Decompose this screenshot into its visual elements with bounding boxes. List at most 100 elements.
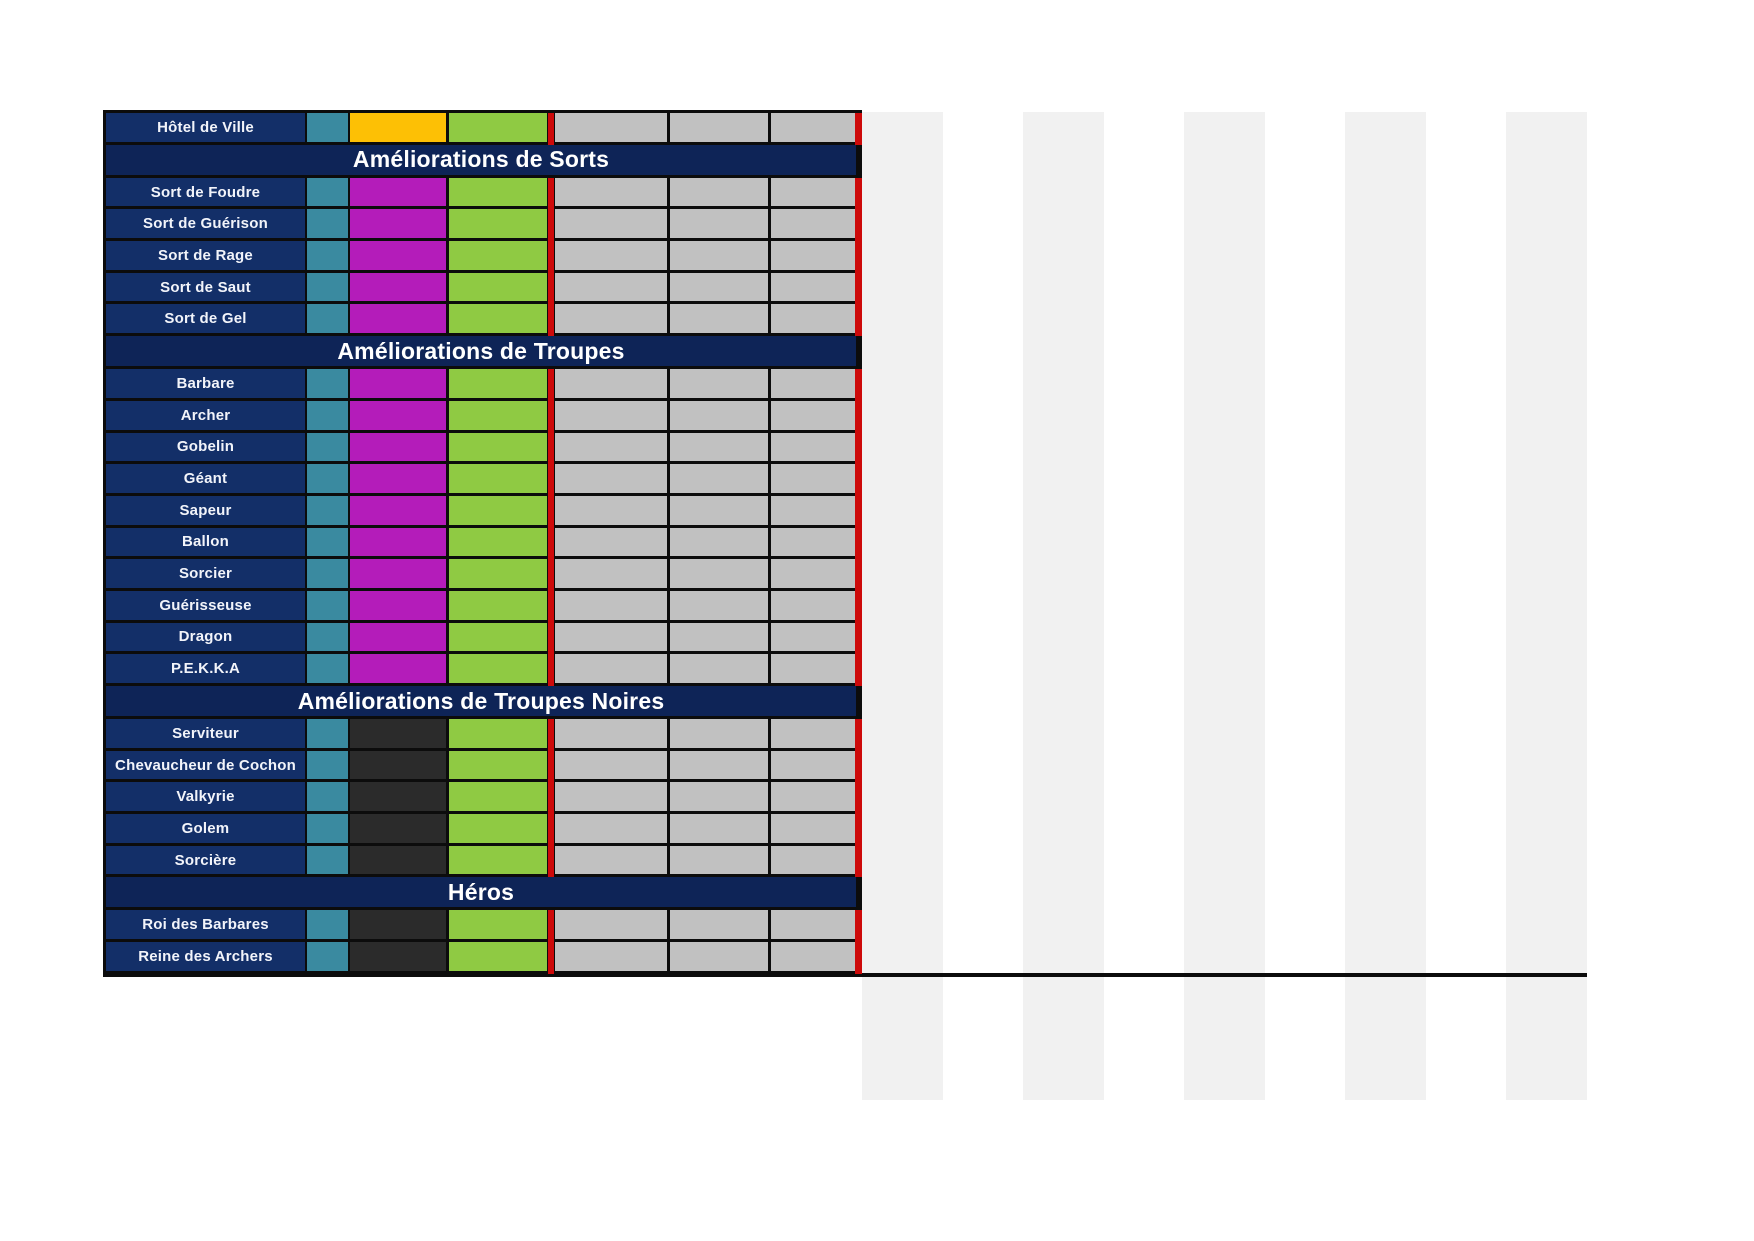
status-cell-gray[interactable] — [771, 910, 855, 940]
status-cell-green[interactable] — [449, 814, 547, 843]
status-cell-magenta[interactable] — [350, 590, 446, 620]
status-cell-teal[interactable] — [307, 622, 348, 652]
status-cell-magenta[interactable] — [350, 209, 446, 239]
status-cell-gray[interactable] — [670, 942, 768, 971]
status-cell-magenta[interactable] — [350, 464, 446, 493]
status-cell-gray[interactable] — [555, 527, 667, 557]
status-cell-gray[interactable] — [771, 209, 855, 239]
status-cell-gray[interactable] — [555, 845, 667, 875]
section-header[interactable]: Améliorations de Troupes Noires — [106, 686, 859, 716]
status-cell-gray[interactable] — [670, 113, 768, 142]
status-cell-gray[interactable] — [670, 177, 768, 207]
status-cell-gray[interactable] — [771, 527, 855, 557]
status-cell-magenta[interactable] — [350, 272, 446, 302]
status-cell-teal[interactable] — [307, 177, 348, 207]
status-cell-gray[interactable] — [771, 750, 855, 780]
status-cell-gray[interactable] — [771, 113, 855, 142]
status-cell-dark[interactable] — [350, 719, 446, 748]
status-cell-gray[interactable] — [771, 177, 855, 207]
row-label-cell[interactable]: Roi des Barbares — [106, 910, 305, 940]
status-cell-green[interactable] — [449, 304, 547, 334]
status-cell-gray[interactable] — [555, 432, 667, 462]
status-cell-gray[interactable] — [670, 782, 768, 812]
status-cell-teal[interactable] — [307, 432, 348, 462]
status-cell-gray[interactable] — [670, 750, 768, 780]
status-cell-gray[interactable] — [771, 654, 855, 683]
status-cell-magenta[interactable] — [350, 527, 446, 557]
status-cell-teal[interactable] — [307, 495, 348, 525]
status-cell-dark[interactable] — [350, 782, 446, 812]
status-cell-teal[interactable] — [307, 209, 348, 239]
status-cell-green[interactable] — [449, 719, 547, 748]
status-cell-green[interactable] — [449, 241, 547, 270]
status-cell-gray[interactable] — [555, 177, 667, 207]
row-label-cell[interactable]: Sorcière — [106, 845, 305, 875]
status-cell-dark[interactable] — [350, 910, 446, 940]
row-label-cell[interactable]: Valkyrie — [106, 782, 305, 812]
status-cell-gray[interactable] — [670, 590, 768, 620]
row-label-cell[interactable]: Serviteur — [106, 719, 305, 748]
status-cell-gray[interactable] — [670, 719, 768, 748]
status-cell-gray[interactable] — [670, 432, 768, 462]
status-cell-gray[interactable] — [555, 369, 667, 398]
status-cell-gray[interactable] — [670, 622, 768, 652]
status-cell-teal[interactable] — [307, 304, 348, 334]
status-cell-magenta[interactable] — [350, 241, 446, 270]
status-cell-gray[interactable] — [771, 942, 855, 971]
status-cell-green[interactable] — [449, 654, 547, 683]
status-cell-teal[interactable] — [307, 719, 348, 748]
status-cell-green[interactable] — [449, 622, 547, 652]
status-cell-teal[interactable] — [307, 464, 348, 493]
row-label-cell[interactable]: Sort de Guérison — [106, 209, 305, 239]
section-header[interactable]: Améliorations de Sorts — [106, 144, 859, 175]
status-cell-dark[interactable] — [350, 845, 446, 875]
status-cell-gray[interactable] — [670, 527, 768, 557]
status-cell-green[interactable] — [449, 495, 547, 525]
row-label-cell[interactable]: Golem — [106, 814, 305, 843]
row-label-cell[interactable]: Guérisseuse — [106, 590, 305, 620]
row-label-cell[interactable]: Ballon — [106, 527, 305, 557]
status-cell-teal[interactable] — [307, 814, 348, 843]
status-cell-gray[interactable] — [670, 814, 768, 843]
row-label-cell[interactable]: Sapeur — [106, 495, 305, 525]
status-cell-gray[interactable] — [771, 495, 855, 525]
row-label-cell[interactable]: Géant — [106, 464, 305, 493]
status-cell-gray[interactable] — [771, 782, 855, 812]
status-cell-gray[interactable] — [555, 942, 667, 971]
status-cell-gray[interactable] — [670, 400, 768, 430]
status-cell-green[interactable] — [449, 590, 547, 620]
status-cell-magenta[interactable] — [350, 432, 446, 462]
status-cell-dark[interactable] — [350, 750, 446, 780]
status-cell-gray[interactable] — [771, 719, 855, 748]
status-cell-teal[interactable] — [307, 654, 348, 683]
status-cell-green[interactable] — [449, 209, 547, 239]
status-cell-gray[interactable] — [555, 495, 667, 525]
status-cell-dark[interactable] — [350, 814, 446, 843]
row-label-cell[interactable]: Barbare — [106, 369, 305, 398]
section-header[interactable]: Héros — [106, 877, 859, 908]
status-cell-gray[interactable] — [555, 464, 667, 493]
status-cell-gray[interactable] — [670, 272, 768, 302]
row-label-cell[interactable]: Reine des Archers — [106, 942, 305, 971]
status-cell-green[interactable] — [449, 464, 547, 493]
row-label-cell[interactable]: Sort de Gel — [106, 304, 305, 334]
status-cell-gray[interactable] — [771, 814, 855, 843]
status-cell-magenta[interactable] — [350, 495, 446, 525]
status-cell-teal[interactable] — [307, 241, 348, 270]
status-cell-gray[interactable] — [670, 369, 768, 398]
row-label-cell[interactable]: Hôtel de Ville — [106, 113, 305, 142]
status-cell-teal[interactable] — [307, 527, 348, 557]
status-cell-green[interactable] — [449, 400, 547, 430]
status-cell-gray[interactable] — [771, 559, 855, 588]
row-label-cell[interactable]: Gobelin — [106, 432, 305, 462]
status-cell-gray[interactable] — [555, 304, 667, 334]
status-cell-gray[interactable] — [771, 622, 855, 652]
status-cell-gray[interactable] — [771, 432, 855, 462]
status-cell-gray[interactable] — [555, 559, 667, 588]
status-cell-orange[interactable] — [350, 113, 446, 142]
row-label-cell[interactable]: Chevaucheur de Cochon — [106, 750, 305, 780]
status-cell-magenta[interactable] — [350, 559, 446, 588]
status-cell-green[interactable] — [449, 177, 547, 207]
status-cell-gray[interactable] — [771, 590, 855, 620]
status-cell-teal[interactable] — [307, 942, 348, 971]
